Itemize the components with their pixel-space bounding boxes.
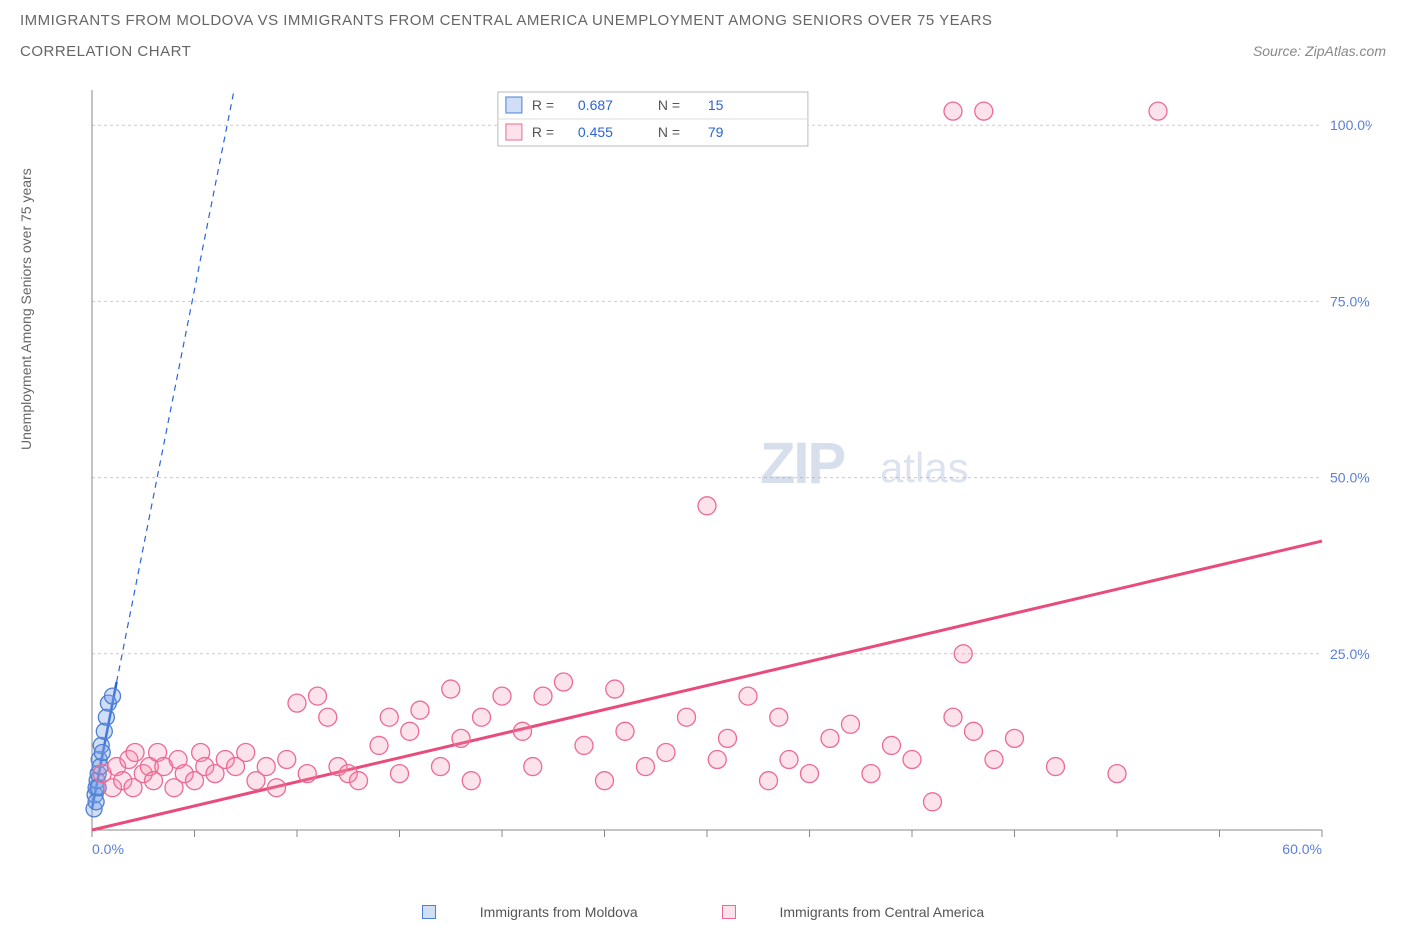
svg-text:79: 79 bbox=[708, 124, 724, 140]
svg-text:0.687: 0.687 bbox=[578, 97, 613, 113]
svg-text:75.0%: 75.0% bbox=[1330, 293, 1370, 309]
y-axis-label: Unemployment Among Seniors over 75 years bbox=[18, 168, 34, 450]
chart-title-line1: IMMIGRANTS FROM MOLDOVA VS IMMIGRANTS FR… bbox=[20, 12, 1386, 29]
legend-item-moldova: Immigrants from Moldova bbox=[402, 904, 662, 920]
svg-text:0.0%: 0.0% bbox=[92, 841, 124, 857]
chart-title-line2: CORRELATION CHART bbox=[20, 43, 191, 60]
svg-text:0.455: 0.455 bbox=[578, 124, 613, 140]
svg-text:100.0%: 100.0% bbox=[1330, 117, 1372, 133]
correlation-chart: 25.0% 50.0% 75.0% 100.0% 0.0% 60.0% R = 0.687 N … bbox=[62, 80, 1372, 860]
svg-text:60.0%: 60.0% bbox=[1282, 841, 1322, 857]
title-area: IMMIGRANTS FROM MOLDOVA VS IMMIGRANTS FR… bbox=[0, 0, 1406, 60]
svg-text:15: 15 bbox=[708, 97, 724, 113]
legend-label: Immigrants from Moldova bbox=[480, 904, 638, 920]
svg-text:N =: N = bbox=[658, 124, 680, 140]
legend-item-central-america: Immigrants from Central America bbox=[702, 904, 1005, 920]
svg-text:N =: N = bbox=[658, 97, 680, 113]
svg-text:R =: R = bbox=[532, 124, 554, 140]
legend-bottom: Immigrants from Moldova Immigrants from … bbox=[0, 904, 1406, 920]
svg-text:50.0%: 50.0% bbox=[1330, 470, 1370, 486]
watermark-atlas: atlas bbox=[880, 444, 969, 492]
chart-area: 25.0% 50.0% 75.0% 100.0% 0.0% 60.0% R = 0.687 N … bbox=[62, 80, 1372, 860]
watermark-zip: ZIP bbox=[760, 430, 844, 497]
legend-swatch-icon bbox=[722, 905, 736, 919]
legend-swatch-icon bbox=[422, 905, 436, 919]
source-attribution: Source: ZipAtlas.com bbox=[1253, 43, 1386, 59]
svg-text:R =: R = bbox=[532, 97, 554, 113]
legend-label: Immigrants from Central America bbox=[780, 904, 985, 920]
svg-text:25.0%: 25.0% bbox=[1330, 646, 1370, 662]
